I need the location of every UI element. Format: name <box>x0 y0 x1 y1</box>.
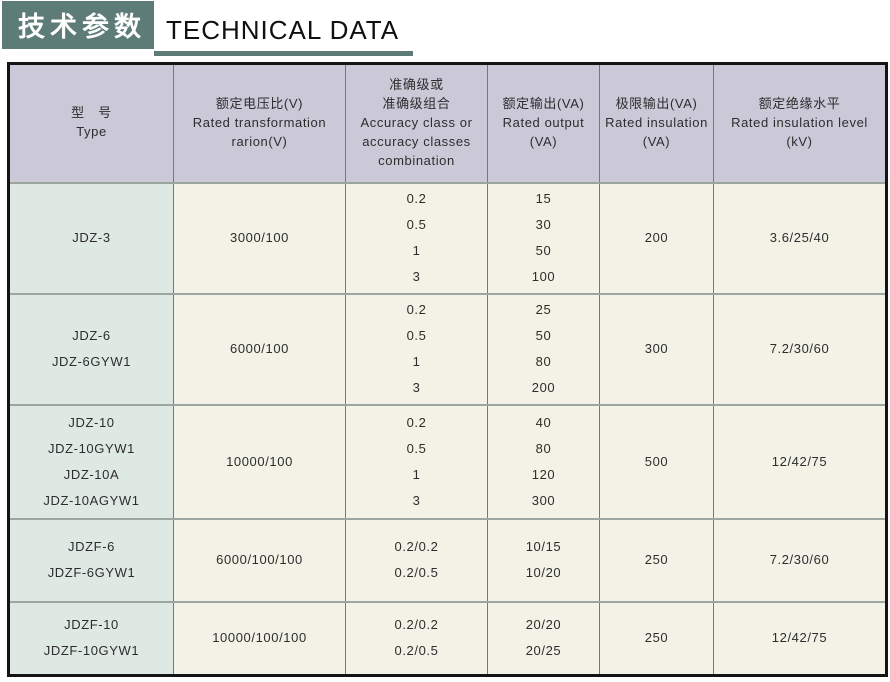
cell-insulation-level: 3.6/25/40 <box>713 181 887 295</box>
cell-insulation-level: 7.2/30/60 <box>713 292 887 406</box>
cell-ratio: 6000/100 <box>173 292 346 406</box>
cell-output: 10/15 10/20 <box>487 517 600 603</box>
table-row-jdz-10: JDZ-10 JDZ-10GYW1 JDZ-10A JDZ-10AGYW1 10… <box>8 403 887 520</box>
title-en-text: TECHNICAL DATA <box>154 15 414 56</box>
title-zh-badge: 技术参数 <box>2 1 154 49</box>
table-header-row: 型 号 Type 额定电压比(V) Rated transformation r… <box>8 62 887 184</box>
cell-accuracy: 0.2 0.5 1 3 <box>345 292 488 406</box>
cell-output: 15 30 50 100 <box>487 181 600 295</box>
cell-ratio: 10000/100 <box>173 403 346 520</box>
technical-data-table: 型 号 Type 额定电压比(V) Rated transformation r… <box>7 62 888 677</box>
cell-ratio: 10000/100/100 <box>173 600 346 677</box>
cell-type: JDZ-10 JDZ-10GYW1 JDZ-10A JDZ-10AGYW1 <box>8 403 174 520</box>
cell-output: 20/20 20/25 <box>487 600 600 677</box>
header-type: 型 号 Type <box>8 62 174 184</box>
cell-ratio: 6000/100/100 <box>173 517 346 603</box>
cell-type: JDZ-3 <box>8 181 174 295</box>
cell-limit-output: 250 <box>599 600 714 677</box>
cell-accuracy: 0.2/0.2 0.2/0.5 <box>345 600 488 677</box>
header-rated-output: 额定输出(VA) Rated output (VA) <box>487 62 600 184</box>
cell-insulation-level: 7.2/30/60 <box>713 517 887 603</box>
cell-ratio: 3000/100 <box>173 181 346 295</box>
header-accuracy-class: 准确级或 准确级组合 Accuracy class or accuracy cl… <box>345 62 488 184</box>
cell-limit-output: 300 <box>599 292 714 406</box>
cell-output: 40 80 120 300 <box>487 403 600 520</box>
header-limit-output: 极限输出(VA) Rated insulation (VA) <box>599 62 714 184</box>
cell-accuracy: 0.2 0.5 1 3 <box>345 181 488 295</box>
cell-output: 25 50 80 200 <box>487 292 600 406</box>
header-insulation-level: 额定绝缘水平 Rated insulation level (kV) <box>713 62 887 184</box>
header-rated-voltage-ratio: 额定电压比(V) Rated transformation rarion(V) <box>173 62 346 184</box>
table-row-jdzf-10: JDZF-10 JDZF-10GYW1 10000/100/100 0.2/0.… <box>8 600 887 677</box>
cell-type: JDZF-10 JDZF-10GYW1 <box>8 600 174 677</box>
cell-accuracy: 0.2/0.2 0.2/0.5 <box>345 517 488 603</box>
table-row-jdzf-6: JDZF-6 JDZF-6GYW1 6000/100/100 0.2/0.2 0… <box>8 517 887 603</box>
cell-insulation-level: 12/42/75 <box>713 403 887 520</box>
cell-type: JDZ-6 JDZ-6GYW1 <box>8 292 174 406</box>
cell-limit-output: 500 <box>599 403 714 520</box>
cell-insulation-level: 12/42/75 <box>713 600 887 677</box>
cell-limit-output: 250 <box>599 517 714 603</box>
table-row-jdz-3: JDZ-3 3000/100 0.2 0.5 1 3 15 30 50 100 … <box>8 181 887 295</box>
cell-limit-output: 200 <box>599 181 714 295</box>
cell-accuracy: 0.2 0.5 1 3 <box>345 403 488 520</box>
cell-type: JDZF-6 JDZF-6GYW1 <box>8 517 174 603</box>
page-title: 技术参数 TECHNICAL DATA <box>2 1 884 56</box>
table-row-jdz-6: JDZ-6 JDZ-6GYW1 6000/100 0.2 0.5 1 3 25 … <box>8 292 887 406</box>
